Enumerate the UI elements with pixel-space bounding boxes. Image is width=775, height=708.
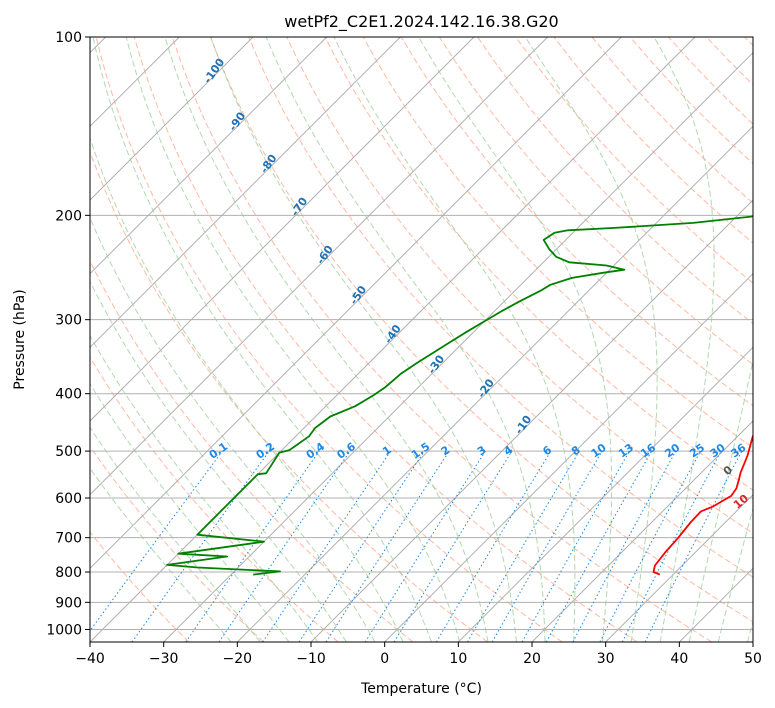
moist-adiabat-line	[418, 37, 613, 642]
isotherm-line	[90, 37, 254, 201]
x-tick-label: 10	[449, 651, 467, 667]
y-tick-label: 800	[55, 565, 82, 581]
dry-adiabat-line	[210, 37, 753, 623]
y-tick-label: 500	[55, 444, 82, 460]
isobar-grid	[90, 37, 753, 630]
dry-adiabat-line	[438, 37, 753, 366]
x-tick-label: 0	[380, 651, 389, 667]
y-tick-label: 400	[55, 387, 82, 403]
plot-area: 0.1 0.2 0.4 0.6 1 1.5 2 3 4 6 8 10 13 16 20 25 30 36-100-…	[90, 37, 753, 642]
mixing-ratio-line	[185, 450, 320, 642]
isotherm-line	[384, 272, 753, 642]
dry-adiabat-line	[95, 37, 563, 642]
moist-adiabat-line	[333, 37, 576, 642]
moist-adiabat-line	[210, 37, 517, 642]
y-tick-label: 100	[55, 30, 82, 46]
moist-adiabat-line	[90, 426, 261, 642]
mixing-ratio-line	[262, 450, 392, 642]
dry-adiabat-line	[90, 356, 339, 642]
x-tick-label: −40	[75, 651, 105, 667]
isotherm-line	[90, 37, 401, 349]
moist-adiabat-line	[653, 37, 715, 642]
isotherm-line	[90, 37, 328, 275]
x-axis-title: Temperature (°C)	[360, 681, 482, 697]
mixing-ratio-line	[644, 450, 743, 642]
mixing-ratio-line	[90, 450, 223, 632]
moist-adiabat-line	[164, 37, 489, 642]
dry-adiabat-line	[90, 531, 190, 642]
dry-adiabat-line	[400, 37, 753, 407]
moist-adiabat-line	[90, 334, 319, 642]
dry-adiabat-line	[248, 37, 753, 578]
moist-adiabat-line	[90, 136, 404, 642]
mixing-ratio-line	[298, 450, 425, 642]
moist-adiabat-line	[688, 358, 753, 642]
isotherm-line	[90, 37, 696, 642]
y-axis: 100 200 300 400 500 600 700 800 900 1000	[46, 30, 90, 638]
isotherm-line	[90, 37, 549, 496]
moist-adiabat-line	[524, 37, 658, 642]
y-axis-title: Pressure (hPa)	[12, 289, 28, 389]
y-tick-label: 1000	[46, 622, 82, 638]
mixing-ratio-line	[325, 450, 450, 642]
dry-adiabat-line	[90, 150, 488, 642]
y-tick-label: 900	[55, 595, 82, 611]
mixing-ratio-line	[218, 450, 351, 642]
moist-adiabat-line	[90, 216, 376, 642]
dewpoint-profile	[166, 215, 753, 576]
y-tick-label: 700	[55, 531, 82, 547]
moist-adiabat-line	[90, 382, 290, 642]
x-tick-label: −20	[223, 651, 253, 667]
isotherm-grid	[90, 37, 753, 642]
temperature-profile	[652, 433, 753, 576]
y-tick-label: 200	[55, 208, 82, 224]
sounding-profiles	[166, 215, 753, 576]
y-tick-label: 600	[55, 491, 82, 507]
isotherm-line	[531, 420, 753, 642]
isotherm-line	[310, 199, 753, 642]
moist-adiabats	[90, 37, 753, 642]
isotherm-line	[457, 346, 753, 642]
x-tick-label: 20	[523, 651, 541, 667]
mixing-ratio-lines	[90, 450, 743, 642]
x-tick-label: 50	[744, 651, 762, 667]
moist-adiabat-line	[125, 37, 461, 642]
isotherm-line	[236, 125, 753, 642]
x-tick-label: −10	[296, 651, 326, 667]
mixing-ratio-line	[131, 450, 270, 642]
mixing-ratio-line	[572, 450, 677, 642]
chart-title: wetPf2_C2E1.2024.142.16.38.G20	[284, 12, 558, 32]
plot-frame	[89, 36, 754, 643]
y-tick-label: 300	[55, 313, 82, 329]
x-axis: −40 −30 −20 −10 0 10 20 30 40 50	[75, 642, 762, 667]
mixing-ratio-line	[545, 450, 653, 642]
moist-adiabat-line	[265, 37, 546, 642]
dry-adiabat-line	[90, 445, 264, 642]
mixing-ratio-line	[393, 450, 513, 642]
isotherm-line	[90, 37, 622, 570]
moist-adiabat-line	[92, 37, 432, 642]
moist-adiabat-line	[90, 280, 347, 642]
x-tick-label: −30	[149, 651, 179, 667]
x-tick-label: 40	[670, 651, 688, 667]
dry-adiabat-line	[515, 37, 753, 284]
mixing-ratio-line	[521, 450, 630, 642]
isotherm-line	[605, 493, 753, 642]
x-tick-label: 30	[597, 651, 615, 667]
isotherm-line	[90, 37, 475, 422]
moist-adiabat-line	[90, 467, 232, 642]
